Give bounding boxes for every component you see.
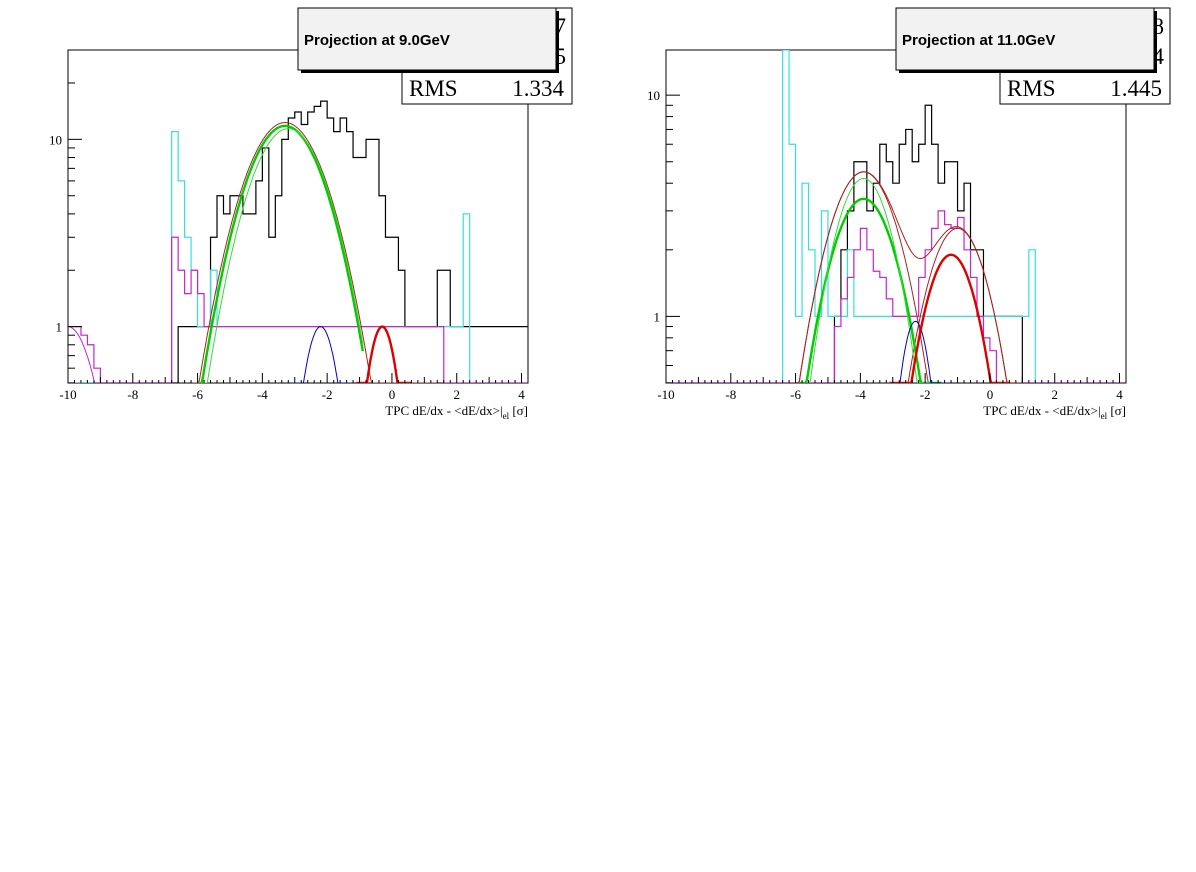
x-tick-label: 2 [453, 387, 460, 402]
x-tick-label: 0 [389, 387, 396, 402]
chart-title-box: Projection at 9.0GeV [297, 7, 559, 73]
histogram-cyan_hist-1 [68, 131, 528, 383]
y-axis: 1 10 [647, 88, 680, 384]
stats-hidden-value: 8 [1153, 14, 1165, 39]
x-tick-label: -2 [322, 387, 333, 402]
y-axis: 1 10 [49, 49, 82, 384]
x-tick-label: -4 [855, 387, 866, 402]
stats-rms-value: 1.334 [512, 76, 564, 101]
x-tick-label: -4 [257, 387, 268, 402]
fit-curve-5 [197, 128, 364, 383]
x-axis-title: TPC dE/dx - <dE/dx>|el [σ] [385, 403, 528, 421]
plot-area [666, 50, 1126, 383]
x-tick-label: 0 [987, 387, 994, 402]
histogram-cyan_hist-1 [666, 50, 1126, 383]
histogram-data_hist-0 [68, 100, 528, 383]
x-tick-label: 4 [1116, 387, 1123, 402]
x-tick-label: -10 [657, 387, 674, 402]
y-tick-label: 1 [56, 320, 63, 335]
title-box-frame [297, 7, 557, 71]
fit-curve-4 [197, 124, 364, 383]
x-tick-label: 4 [518, 387, 525, 402]
histogram-data_hist-0 [666, 104, 1126, 383]
x-axis: -10 -8 -6 -4 -2 0 2 4 [657, 373, 1127, 402]
stats-hidden-value: 5 [555, 44, 567, 69]
histogram-magenta_hist-2 [68, 236, 528, 383]
stats-hidden-value: 7 [555, 14, 567, 39]
histogram-magenta_hist-2 [666, 210, 1126, 383]
fit-curve-6 [808, 177, 929, 383]
x-tick-label: -6 [790, 387, 801, 402]
fit-curve-8 [889, 253, 1010, 383]
fit-curve-7 [356, 325, 412, 383]
chart-title: Projection at 11.0GeV [902, 32, 1055, 49]
chart-title-box: Projection at 11.0GeV [895, 7, 1157, 73]
title-box-frame [895, 7, 1155, 71]
x-axis: -10 -8 -6 -4 -2 0 2 4 [59, 373, 529, 402]
x-tick-label: 2 [1051, 387, 1058, 402]
fit-curve-7 [886, 320, 948, 383]
x-axis-title: TPC dE/dx - <dE/dx>|el [σ] [983, 403, 1126, 421]
x-tick-label: -8 [127, 387, 138, 402]
fit-curve-5 [798, 197, 942, 383]
y-tick-label: 1 [654, 309, 661, 324]
stats-rms-label: RMS [1007, 76, 1056, 101]
fit-curve-6 [291, 326, 354, 383]
x-tick-label: -10 [59, 387, 76, 402]
chart-title: Projection at 9.0GeV [304, 32, 450, 49]
plot-area [68, 100, 528, 383]
fit-curve-9 [795, 171, 1023, 383]
fit-curve-3 [191, 121, 438, 383]
fit-curve-8 [68, 326, 104, 383]
x-tick-label: -2 [920, 387, 931, 402]
y-tick-label: 10 [647, 88, 660, 103]
y-tick-label: 10 [49, 132, 62, 147]
stats-rms-value: 1.445 [1110, 76, 1162, 101]
x-tick-label: -6 [192, 387, 203, 402]
x-tick-label: -8 [725, 387, 736, 402]
stats-rms-label: RMS [409, 76, 458, 101]
